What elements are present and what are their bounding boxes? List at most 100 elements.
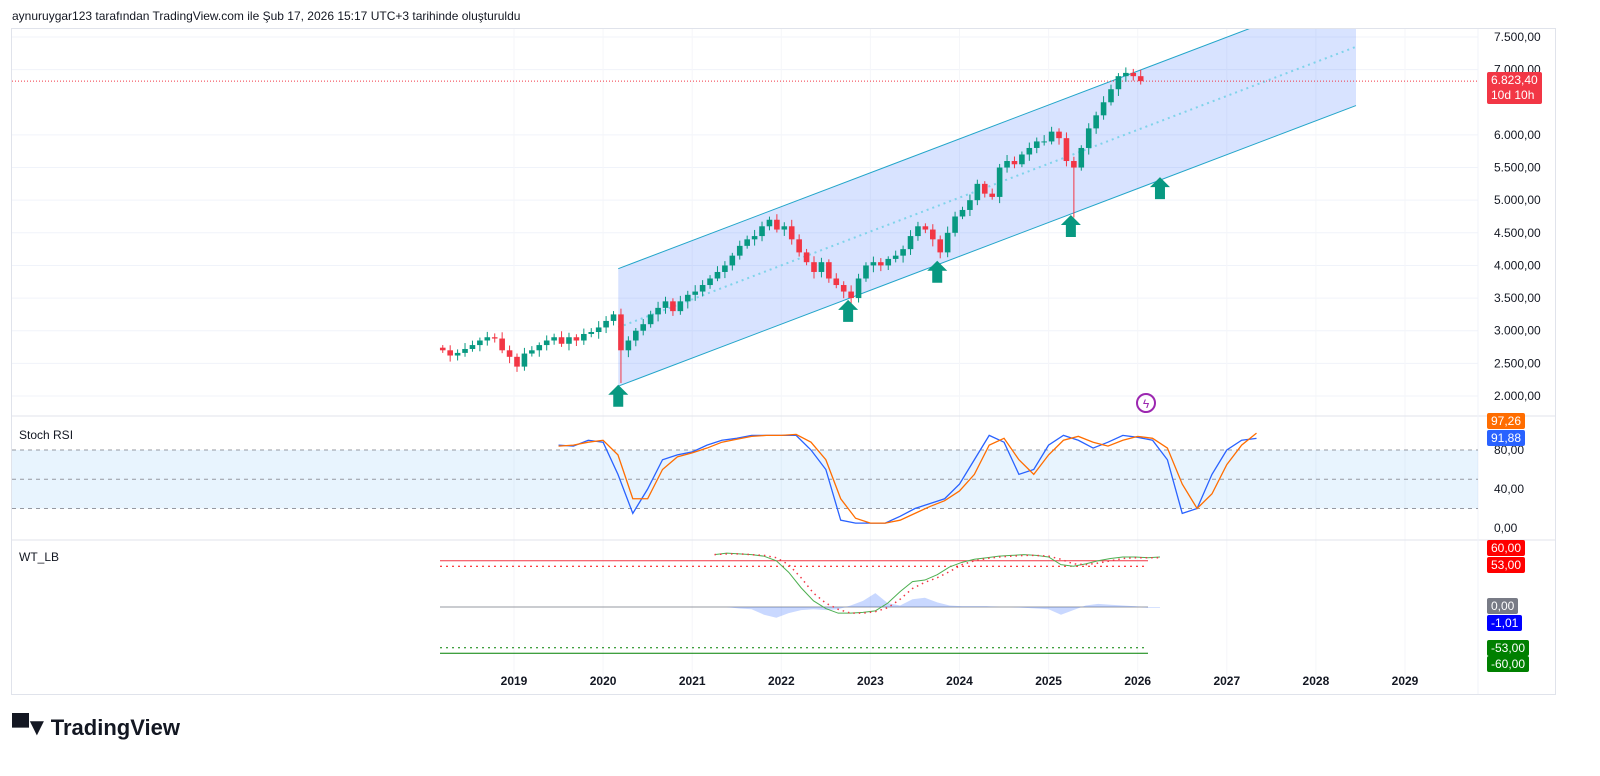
candle-body — [788, 226, 795, 240]
stoch-tick-label: 0,00 — [1494, 521, 1518, 535]
candle-body — [677, 301, 684, 312]
candle-body — [811, 262, 817, 272]
candle-body — [439, 347, 446, 351]
candle-body — [959, 209, 966, 217]
candle-body — [885, 258, 892, 266]
candle-body — [477, 340, 483, 346]
candle-body — [618, 314, 624, 351]
price-tick-label: 5.500,00 — [1494, 161, 1541, 175]
candle-body — [506, 350, 513, 357]
wt-lb-title[interactable]: WT_LB — [19, 550, 60, 564]
lightning-glyph: ϟ — [1143, 397, 1150, 411]
candle-body — [462, 348, 468, 353]
candle-body — [529, 350, 535, 354]
candle-body — [1137, 76, 1144, 82]
candle-body — [878, 262, 884, 266]
candle-body — [930, 229, 936, 240]
candle-body — [1041, 141, 1047, 143]
wt1-line — [714, 552, 1161, 614]
up-arrow-icon — [1060, 215, 1081, 238]
chart-frame — [11, 28, 1556, 695]
candle-body — [826, 262, 832, 279]
candle-body — [662, 301, 669, 308]
price-tick-label: 3.500,00 — [1494, 291, 1541, 305]
time-tick-label: 2021 — [679, 674, 706, 688]
candle-body — [855, 278, 862, 299]
candle-body — [1085, 128, 1092, 148]
candle-body — [603, 320, 609, 328]
up-arrow-icon — [838, 299, 859, 322]
candle-body — [981, 183, 988, 194]
bar-countdown: 10d 10h — [1491, 88, 1535, 102]
stoch-tick-label: 80,00 — [1494, 443, 1524, 457]
candle-body — [499, 338, 505, 351]
candle-body — [722, 265, 728, 272]
candle-body — [736, 245, 743, 256]
candle-body — [514, 356, 520, 367]
wt-value-tag: -1,01 — [1487, 615, 1523, 631]
time-tick-label: 2025 — [1035, 674, 1062, 688]
time-tick-label: 2022 — [768, 674, 795, 688]
candle-body — [759, 226, 765, 237]
time-tick-label: 2020 — [590, 674, 617, 688]
price-tick-label: 4.000,00 — [1494, 258, 1541, 272]
last-price: 6.823,40 — [1491, 73, 1538, 87]
wt-value-tag: -60,00 — [1487, 656, 1530, 672]
channel-lower-line — [618, 105, 1357, 387]
candle-body — [922, 226, 929, 230]
stoch-k-value: 91,88 — [1487, 430, 1526, 446]
candle-body — [1048, 131, 1055, 142]
candle-body — [640, 324, 647, 331]
candle-body — [647, 314, 654, 325]
candle-body — [751, 236, 758, 240]
candle-body — [870, 262, 877, 266]
candle-body — [655, 307, 661, 315]
stoch-rsi-title[interactable]: Stoch RSI — [19, 428, 74, 442]
candle-body — [996, 167, 1003, 197]
wt-value-tag: 60,00 — [1487, 540, 1526, 556]
candle-body — [781, 226, 788, 230]
candle-body — [707, 278, 713, 286]
stoch-k-line — [558, 434, 1257, 524]
candle-body — [1093, 115, 1099, 129]
wt-histogram-area — [714, 593, 1160, 618]
candle-body — [744, 239, 750, 246]
up-arrow-icon — [608, 384, 629, 407]
candle-body — [907, 236, 914, 250]
time-tick-label: 2029 — [1392, 674, 1419, 688]
up-arrow-icon — [927, 260, 948, 283]
lightning-icon — [1136, 393, 1156, 413]
candle-body — [1063, 138, 1070, 162]
candle-body — [1056, 131, 1062, 139]
tradingview-logo-icon: ▀▼ — [12, 714, 49, 741]
time-tick-label: 2024 — [946, 674, 973, 688]
candle-body — [863, 265, 869, 279]
wt2-dotted-line — [714, 553, 1160, 614]
candle-body — [892, 255, 899, 259]
candle-body — [766, 219, 773, 227]
candle-body — [952, 216, 958, 233]
candle-body — [840, 285, 847, 292]
candle-body — [1071, 161, 1077, 168]
candle-body — [937, 239, 944, 253]
time-tick-label: 2026 — [1124, 674, 1151, 688]
candle-body — [989, 193, 995, 197]
candle-body — [595, 327, 602, 333]
price-tick-label: 7.500,00 — [1494, 30, 1541, 44]
chart-credit: aynuruygar123 tarafından TradingView.com… — [12, 9, 521, 23]
candle-body — [581, 333, 587, 341]
logo-text: TradingView — [50, 715, 180, 740]
price-tick-label: 2.000,00 — [1494, 389, 1541, 403]
stoch-tick-label: 40,00 — [1494, 482, 1524, 496]
price-tick-label: 2.500,00 — [1494, 356, 1541, 370]
price-tick-label: 4.500,00 — [1494, 226, 1541, 240]
last-price-tag: 6.823,40 10d 10h — [1487, 72, 1542, 104]
candle-body — [1130, 72, 1137, 77]
price-tick-label: 5.000,00 — [1494, 193, 1541, 207]
stoch-d-value: 97,26 — [1487, 413, 1526, 429]
candle-body — [1033, 141, 1040, 148]
candle-body — [484, 337, 491, 341]
tradingview-logo[interactable]: ▀▼ TradingView — [12, 714, 180, 742]
candle-body — [915, 226, 921, 237]
